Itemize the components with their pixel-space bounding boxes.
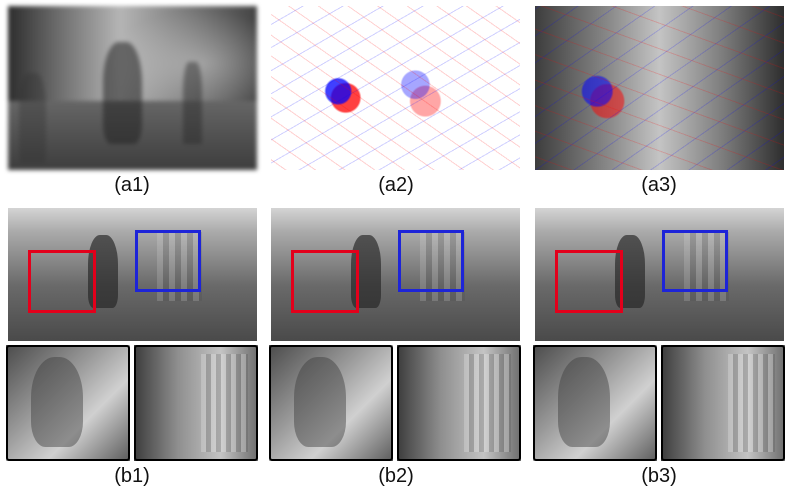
image-a1 [8, 6, 257, 170]
zoom-blue-b1 [134, 345, 258, 461]
zoom-red-b3 [533, 345, 657, 461]
caption-a3: (a3) [641, 174, 677, 196]
caption-b3: (b3) [641, 465, 677, 487]
zoom-red-frame-b2 [269, 345, 393, 461]
image-b2 [271, 208, 520, 341]
blue-highlight-box-b1 [135, 230, 201, 292]
zoom-blue-frame-b2 [397, 345, 521, 461]
zoom-red-frame-b3 [533, 345, 657, 461]
zoom-blue-b2 [397, 345, 521, 461]
red-highlight-box-b1 [28, 250, 96, 313]
red-highlight-box-b2 [291, 250, 359, 313]
image-a2 [271, 6, 520, 170]
caption-a1: (a1) [114, 174, 150, 196]
image-b1 [8, 208, 257, 341]
image-b3 [535, 208, 784, 341]
blue-highlight-box-b2 [398, 230, 464, 292]
caption-b2: (b2) [378, 465, 414, 487]
zoom-red-b1 [6, 345, 130, 461]
zoom-blue-b3 [661, 345, 785, 461]
zoom-blue-frame-b3 [661, 345, 785, 461]
zoom-blue-frame-b1 [134, 345, 258, 461]
zoom-red-b2 [269, 345, 393, 461]
blue-highlight-box-b3 [662, 230, 728, 292]
caption-a2: (a2) [378, 174, 414, 196]
red-highlight-box-b3 [555, 250, 623, 313]
caption-b1: (b1) [114, 465, 150, 487]
zoom-red-frame-b1 [6, 345, 130, 461]
image-a3 [535, 6, 784, 170]
